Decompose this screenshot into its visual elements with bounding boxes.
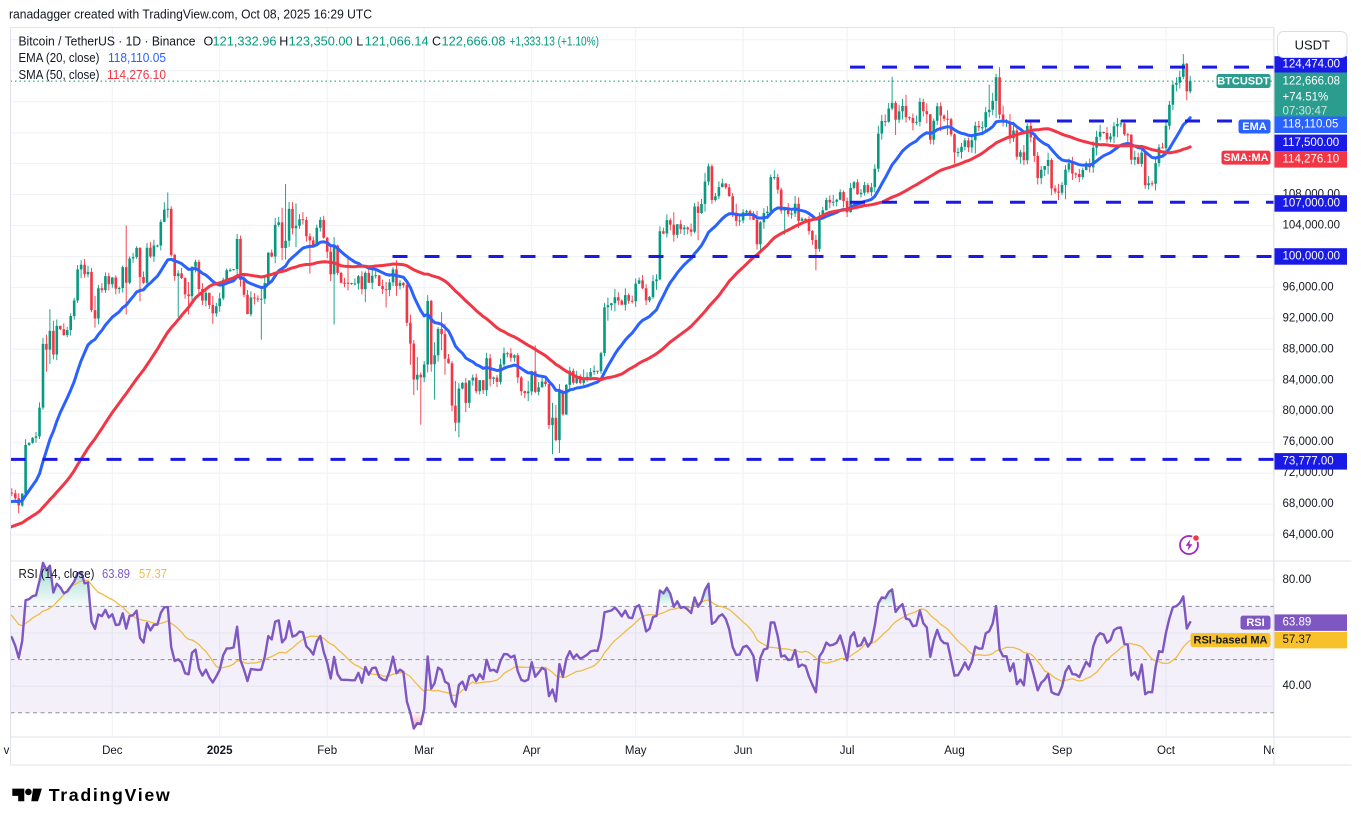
svg-text:BTCUSDT: BTCUSDT (1217, 75, 1270, 87)
svg-text:117,500.00: 117,500.00 (1283, 137, 1340, 149)
svg-text:63.89: 63.89 (102, 567, 130, 581)
svg-text:07:30:47: 07:30:47 (1283, 106, 1328, 118)
svg-text:124,474.00: 124,474.00 (1283, 59, 1341, 71)
svg-text:100,000.00: 100,000.00 (1283, 251, 1341, 263)
svg-text:ranadagger created with Tradin: ranadagger created with TradingView.com,… (9, 7, 372, 22)
svg-text:92,000.00: 92,000.00 (1283, 312, 1334, 324)
svg-text:2025: 2025 (207, 745, 233, 757)
svg-text:118,110.05: 118,110.05 (1283, 119, 1339, 131)
svg-text:80,000.00: 80,000.00 (1283, 405, 1334, 417)
svg-text:EMA (20, close): EMA (20, close) (19, 51, 100, 65)
svg-text:122,666.08: 122,666.08 (1283, 76, 1341, 88)
svg-text:114,276.10: 114,276.10 (1283, 153, 1340, 165)
svg-text:Mar: Mar (414, 745, 434, 757)
svg-text:+1,333.13 (+1.10%): +1,333.13 (+1.10%) (510, 35, 600, 49)
svg-text:Aug: Aug (944, 745, 964, 757)
svg-text:SMA:MA: SMA:MA (1223, 152, 1268, 164)
svg-text:EMA: EMA (1242, 121, 1267, 133)
svg-text:Apr: Apr (523, 745, 541, 757)
svg-text:RSI: RSI (1246, 617, 1264, 629)
svg-text:114,276.10: 114,276.10 (107, 68, 166, 82)
svg-text:57.37: 57.37 (139, 567, 167, 581)
svg-text:Dec: Dec (102, 745, 123, 757)
svg-text:57.37: 57.37 (1283, 634, 1312, 646)
svg-text:68,000.00: 68,000.00 (1283, 498, 1334, 510)
svg-text:Jun: Jun (734, 745, 753, 757)
svg-text:May: May (625, 745, 647, 757)
svg-text:Bitcoin / TetherUS · 1D · Bina: Bitcoin / TetherUS · 1D · Binance (19, 35, 196, 49)
svg-text:Sep: Sep (1052, 745, 1072, 757)
svg-text:121,066.14: 121,066.14 (365, 35, 429, 49)
svg-text:v: v (4, 745, 10, 757)
svg-text:107,000.00: 107,000.00 (1283, 198, 1341, 210)
svg-text:TradingView: TradingView (49, 785, 170, 805)
svg-text:123,350.00: 123,350.00 (289, 35, 353, 49)
svg-text:80.00: 80.00 (1283, 574, 1312, 586)
svg-text:118,110.05: 118,110.05 (108, 51, 166, 65)
svg-text:96,000.00: 96,000.00 (1283, 281, 1334, 293)
svg-text:84,000.00: 84,000.00 (1283, 374, 1334, 386)
svg-text:RSI-based MA: RSI-based MA (1194, 634, 1268, 646)
svg-text:88,000.00: 88,000.00 (1283, 343, 1334, 355)
svg-text:Jul: Jul (840, 745, 855, 757)
svg-text:H: H (279, 35, 288, 49)
svg-text:C: C (432, 35, 441, 49)
svg-text:76,000.00: 76,000.00 (1283, 436, 1334, 448)
svg-text:104,000.00: 104,000.00 (1283, 220, 1341, 232)
svg-text:40.00: 40.00 (1283, 680, 1312, 692)
svg-text:122,666.08: 122,666.08 (442, 35, 506, 49)
svg-text:+74.51%: +74.51% (1283, 92, 1329, 104)
svg-text:L: L (356, 35, 363, 49)
svg-text:73,777.00: 73,777.00 (1283, 455, 1334, 467)
svg-text:Oct: Oct (1157, 745, 1176, 757)
svg-text:SMA (50, close): SMA (50, close) (19, 68, 100, 82)
svg-text:RSI (14, close): RSI (14, close) (19, 567, 95, 581)
svg-text:Feb: Feb (317, 745, 337, 757)
svg-text:64,000.00: 64,000.00 (1283, 529, 1334, 541)
svg-text:121,332.96: 121,332.96 (213, 35, 277, 49)
svg-text:USDT: USDT (1295, 37, 1330, 52)
svg-text:63.89: 63.89 (1283, 617, 1312, 629)
